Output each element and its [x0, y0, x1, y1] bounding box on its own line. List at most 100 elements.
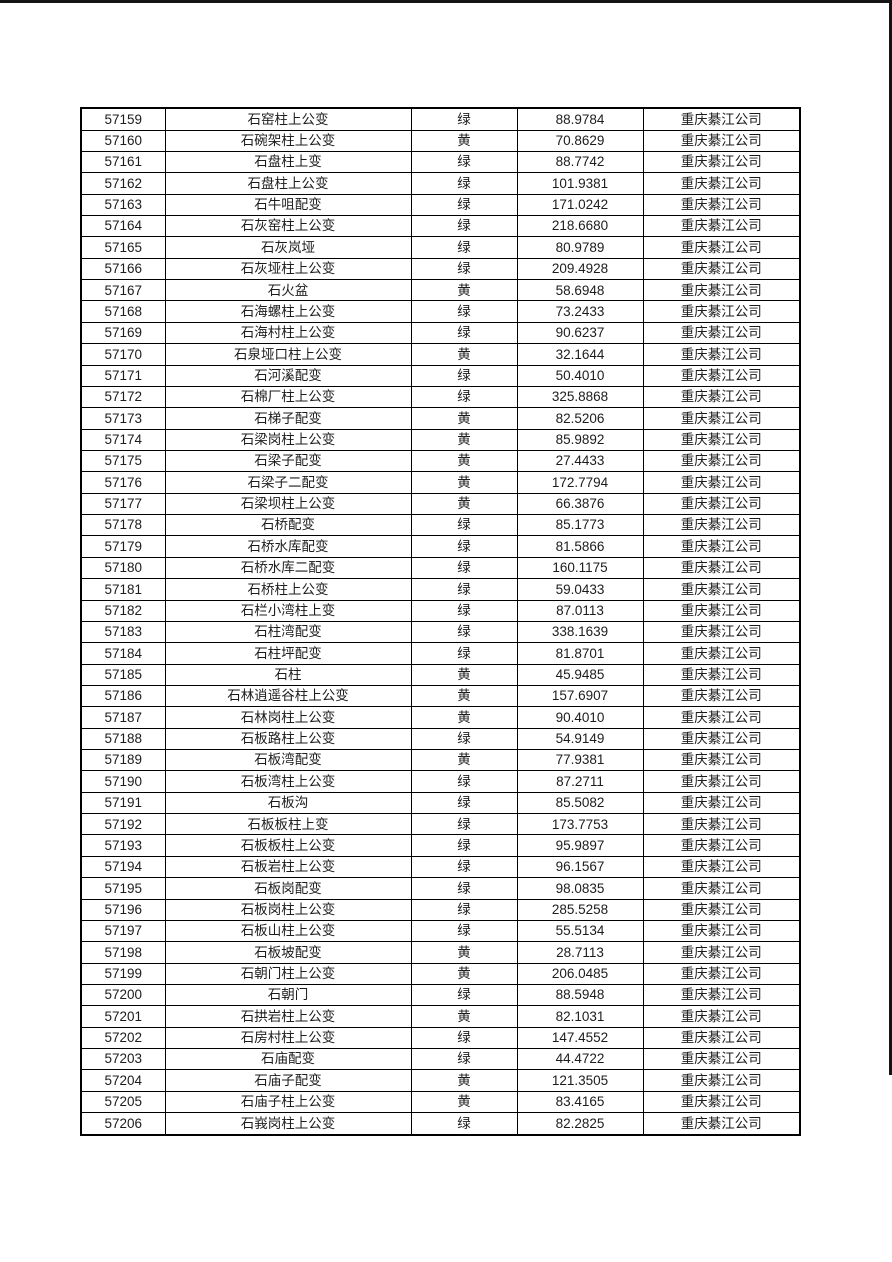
- cell-status: 黄: [410, 1090, 518, 1114]
- cell-status: 黄: [410, 684, 518, 708]
- cell-company: 重庆綦江公司: [642, 492, 801, 516]
- table-row: 57169 石海村柱上公变绿 90.6237 重庆綦江公司: [80, 321, 801, 345]
- cell-value: 87.2711: [516, 770, 644, 793]
- table-row: 57202 石房村柱上公变绿 147.4552 重庆綦江公司: [80, 1026, 801, 1050]
- cell-value: 85.9892: [516, 428, 644, 451]
- cell-value: 50.4010: [516, 364, 644, 387]
- cell-id: 57185: [80, 663, 166, 686]
- cell-value: 44.4722: [516, 1048, 644, 1071]
- table-row: 57174 石梁岗柱上公变黄 85.9892 重庆綦江公司: [80, 428, 801, 451]
- table-row: 57201 石拱岩柱上公变黄 82.1031 重庆綦江公司: [80, 1005, 801, 1028]
- cell-name: 石牛咀配变: [164, 193, 412, 217]
- cell-id: 57175: [80, 449, 166, 473]
- table-row: 57170 石泉垭口柱上公变黄 32.1644 重庆綦江公司: [80, 343, 801, 366]
- table-row: 57189 石板湾配变黄 77.9381 重庆綦江公司: [80, 749, 801, 772]
- cell-status: 绿: [410, 236, 518, 259]
- cell-status: 绿: [410, 535, 518, 558]
- cell-status: 绿: [410, 983, 518, 1007]
- cell-id: 57168: [80, 300, 166, 323]
- cell-status: 绿: [410, 172, 518, 195]
- cell-value: 95.9897: [516, 834, 644, 857]
- cell-id: 57202: [80, 1026, 166, 1050]
- cell-company: 重庆綦江公司: [642, 449, 801, 473]
- cell-id: 57172: [80, 385, 166, 409]
- cell-status: 黄: [410, 428, 518, 451]
- cell-name: 石板板柱上公变: [164, 834, 412, 857]
- cell-status: 绿: [410, 193, 518, 217]
- cell-status: 绿: [410, 1026, 518, 1050]
- cell-status: 绿: [410, 215, 518, 238]
- cell-value: 28.7113: [516, 941, 644, 964]
- cell-id: 57159: [80, 107, 166, 131]
- cell-id: 57181: [80, 578, 166, 601]
- cell-name: 石桥水库配变: [164, 535, 412, 558]
- cell-value: 96.1567: [516, 855, 644, 879]
- cell-id: 57171: [80, 364, 166, 387]
- cell-status: 绿: [410, 257, 518, 281]
- cell-id: 57201: [80, 1005, 166, 1028]
- table-row: 57183 石柱湾配变绿 338.1639 重庆綦江公司: [80, 620, 801, 644]
- cell-company: 重庆綦江公司: [642, 770, 801, 793]
- cell-name: 石桥柱上公变: [164, 578, 412, 601]
- table-row: 57180 石桥水库二配变绿 160.1175 重庆綦江公司: [80, 556, 801, 580]
- cell-id: 57167: [80, 279, 166, 302]
- cell-value: 59.0433: [516, 578, 644, 601]
- cell-status: 黄: [410, 706, 518, 729]
- cell-id: 57206: [80, 1112, 166, 1136]
- cell-name: 石桥配变: [164, 514, 412, 537]
- table-row: 57192 石板板柱上变绿 173.7753 重庆綦江公司: [80, 813, 801, 836]
- cell-status: 绿: [410, 556, 518, 580]
- cell-name: 石棉厂柱上公变: [164, 385, 412, 409]
- cell-value: 85.5082: [516, 791, 644, 815]
- cell-value: 98.0835: [516, 877, 644, 900]
- cell-value: 157.6907: [516, 684, 644, 708]
- cell-id: 57193: [80, 834, 166, 857]
- cell-company: 重庆綦江公司: [642, 556, 801, 580]
- cell-value: 172.7794: [516, 471, 644, 494]
- cell-company: 重庆綦江公司: [642, 855, 801, 879]
- cell-status: 绿: [410, 855, 518, 879]
- cell-company: 重庆綦江公司: [642, 150, 801, 174]
- cell-status: 绿: [410, 642, 518, 665]
- cell-status: 绿: [410, 1048, 518, 1071]
- cell-name: 石窑柱上公变: [164, 107, 412, 131]
- table-row: 57173 石梯子配变黄 82.5206 重庆綦江公司: [80, 407, 801, 430]
- cell-status: 绿: [410, 770, 518, 793]
- cell-name: 石盘柱上公变: [164, 172, 412, 195]
- cell-value: 80.9789: [516, 236, 644, 259]
- cell-company: 重庆綦江公司: [642, 364, 801, 387]
- cell-company: 重庆綦江公司: [642, 172, 801, 195]
- cell-name: 石庙配变: [164, 1048, 412, 1071]
- cell-company: 重庆綦江公司: [642, 1026, 801, 1050]
- cell-value: 88.7742: [516, 150, 644, 174]
- cell-status: 绿: [410, 150, 518, 174]
- cell-id: 57178: [80, 514, 166, 537]
- table-row: 57203 石庙配变绿 44.4722 重庆綦江公司: [80, 1048, 801, 1071]
- cell-name: 石梁子二配变: [164, 471, 412, 494]
- cell-id: 57184: [80, 642, 166, 665]
- cell-name: 石梁岗柱上公变: [164, 428, 412, 451]
- cell-id: 57188: [80, 727, 166, 751]
- cell-company: 重庆綦江公司: [642, 1090, 801, 1114]
- cell-value: 147.4552: [516, 1026, 644, 1050]
- cell-company: 重庆綦江公司: [642, 578, 801, 601]
- cell-status: 黄: [410, 1069, 518, 1092]
- substation-data-table: 57159 石窑柱上公变绿 88.9784 重庆綦江公司 57160 石碗架柱上公变黄 70…: [80, 107, 801, 1136]
- table-row: 57194 石板岩柱上公变绿 96.1567 重庆綦江公司: [80, 855, 801, 879]
- cell-value: 82.2825: [516, 1112, 644, 1136]
- cell-value: 338.1639: [516, 620, 644, 644]
- table-row: 57172 石棉厂柱上公变绿 325.8868 重庆綦江公司: [80, 385, 801, 409]
- table-row: 57178 石桥配变绿 85.1773 重庆綦江公司: [80, 514, 801, 537]
- cell-value: 209.4928: [516, 257, 644, 281]
- cell-name: 石柱坪配变: [164, 642, 412, 665]
- cell-name: 石板岩柱上公变: [164, 855, 412, 879]
- cell-status: 绿: [410, 813, 518, 836]
- cell-company: 重庆綦江公司: [642, 193, 801, 217]
- cell-name: 石碗架柱上公变: [164, 129, 412, 152]
- table-row: 57199 石朝门柱上公变黄 206.0485 重庆綦江公司: [80, 962, 801, 985]
- cell-value: 54.9149: [516, 727, 644, 751]
- cell-company: 重庆綦江公司: [642, 407, 801, 430]
- cell-status: 绿: [410, 599, 518, 622]
- cell-value: 90.4010: [516, 706, 644, 729]
- cell-id: 57170: [80, 343, 166, 366]
